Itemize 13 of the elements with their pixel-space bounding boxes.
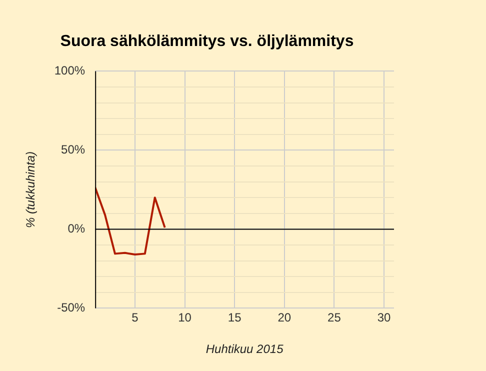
y-tick-label: 50% <box>61 142 86 157</box>
x-tick-label: 5 <box>132 310 139 325</box>
x-tick-label: 10 <box>178 310 192 325</box>
y-tick-label: 0% <box>68 222 86 236</box>
y-axis-title: % (tukkuhinta) <box>24 151 38 228</box>
x-tick-label: 15 <box>228 310 242 325</box>
x-tick-label: 25 <box>328 310 342 325</box>
x-tick-label: 30 <box>377 310 392 325</box>
x-axis-title: Huhtikuu 2015 <box>206 342 284 356</box>
y-tick-label: -50% <box>57 300 86 315</box>
x-tick-label: 20 <box>278 310 292 325</box>
y-tick-label: 100% <box>54 64 86 78</box>
chart-title: Suora sähkölämmitys vs. öljylämmitys <box>60 33 354 50</box>
